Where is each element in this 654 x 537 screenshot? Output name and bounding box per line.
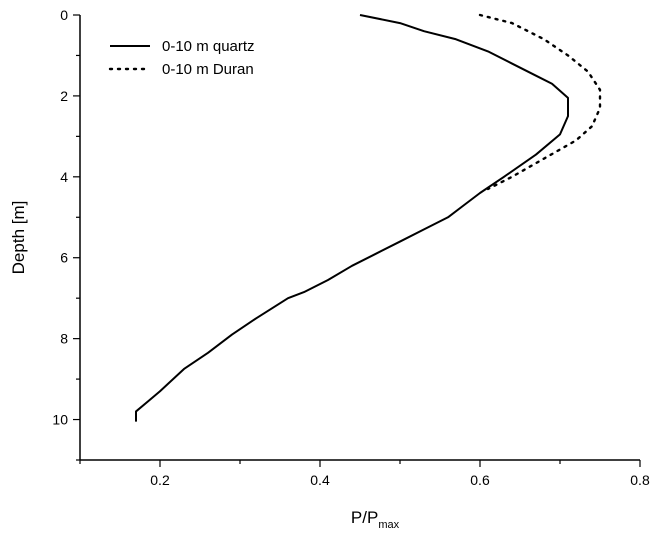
legend-label: 0-10 m Duran xyxy=(162,61,254,78)
y-axis-label: Depth [m] xyxy=(9,201,28,275)
series-layer xyxy=(135,13,602,422)
legend: 0-10 m quartz 0-10 m Duran xyxy=(108,38,255,78)
x-tick-label: 0.8 xyxy=(630,472,650,488)
x-tick-label: 0.2 xyxy=(150,472,170,488)
y-tick-label: 4 xyxy=(60,169,68,185)
x-tick-label: 0.6 xyxy=(470,472,490,488)
axes-layer: 0.2 0.4 0.6 0.8 0 2 4 6 8 10 xyxy=(52,7,650,488)
legend-label: 0-10 m quartz xyxy=(162,38,255,55)
y-tick-label: 10 xyxy=(52,412,68,428)
series-line-quartz xyxy=(135,14,569,422)
y-tick-label: 2 xyxy=(60,88,68,104)
x-axis-label-main: P/P xyxy=(351,508,378,527)
x-tick-label: 0.4 xyxy=(310,472,330,488)
x-axis-label: P/Pmax xyxy=(351,508,400,531)
y-tick-label: 6 xyxy=(60,250,68,266)
y-tick-label: 8 xyxy=(60,331,68,347)
series-line-duran xyxy=(478,13,602,191)
y-tick-label: 0 xyxy=(60,7,68,23)
x-axis-label-subscript: max xyxy=(378,519,399,531)
